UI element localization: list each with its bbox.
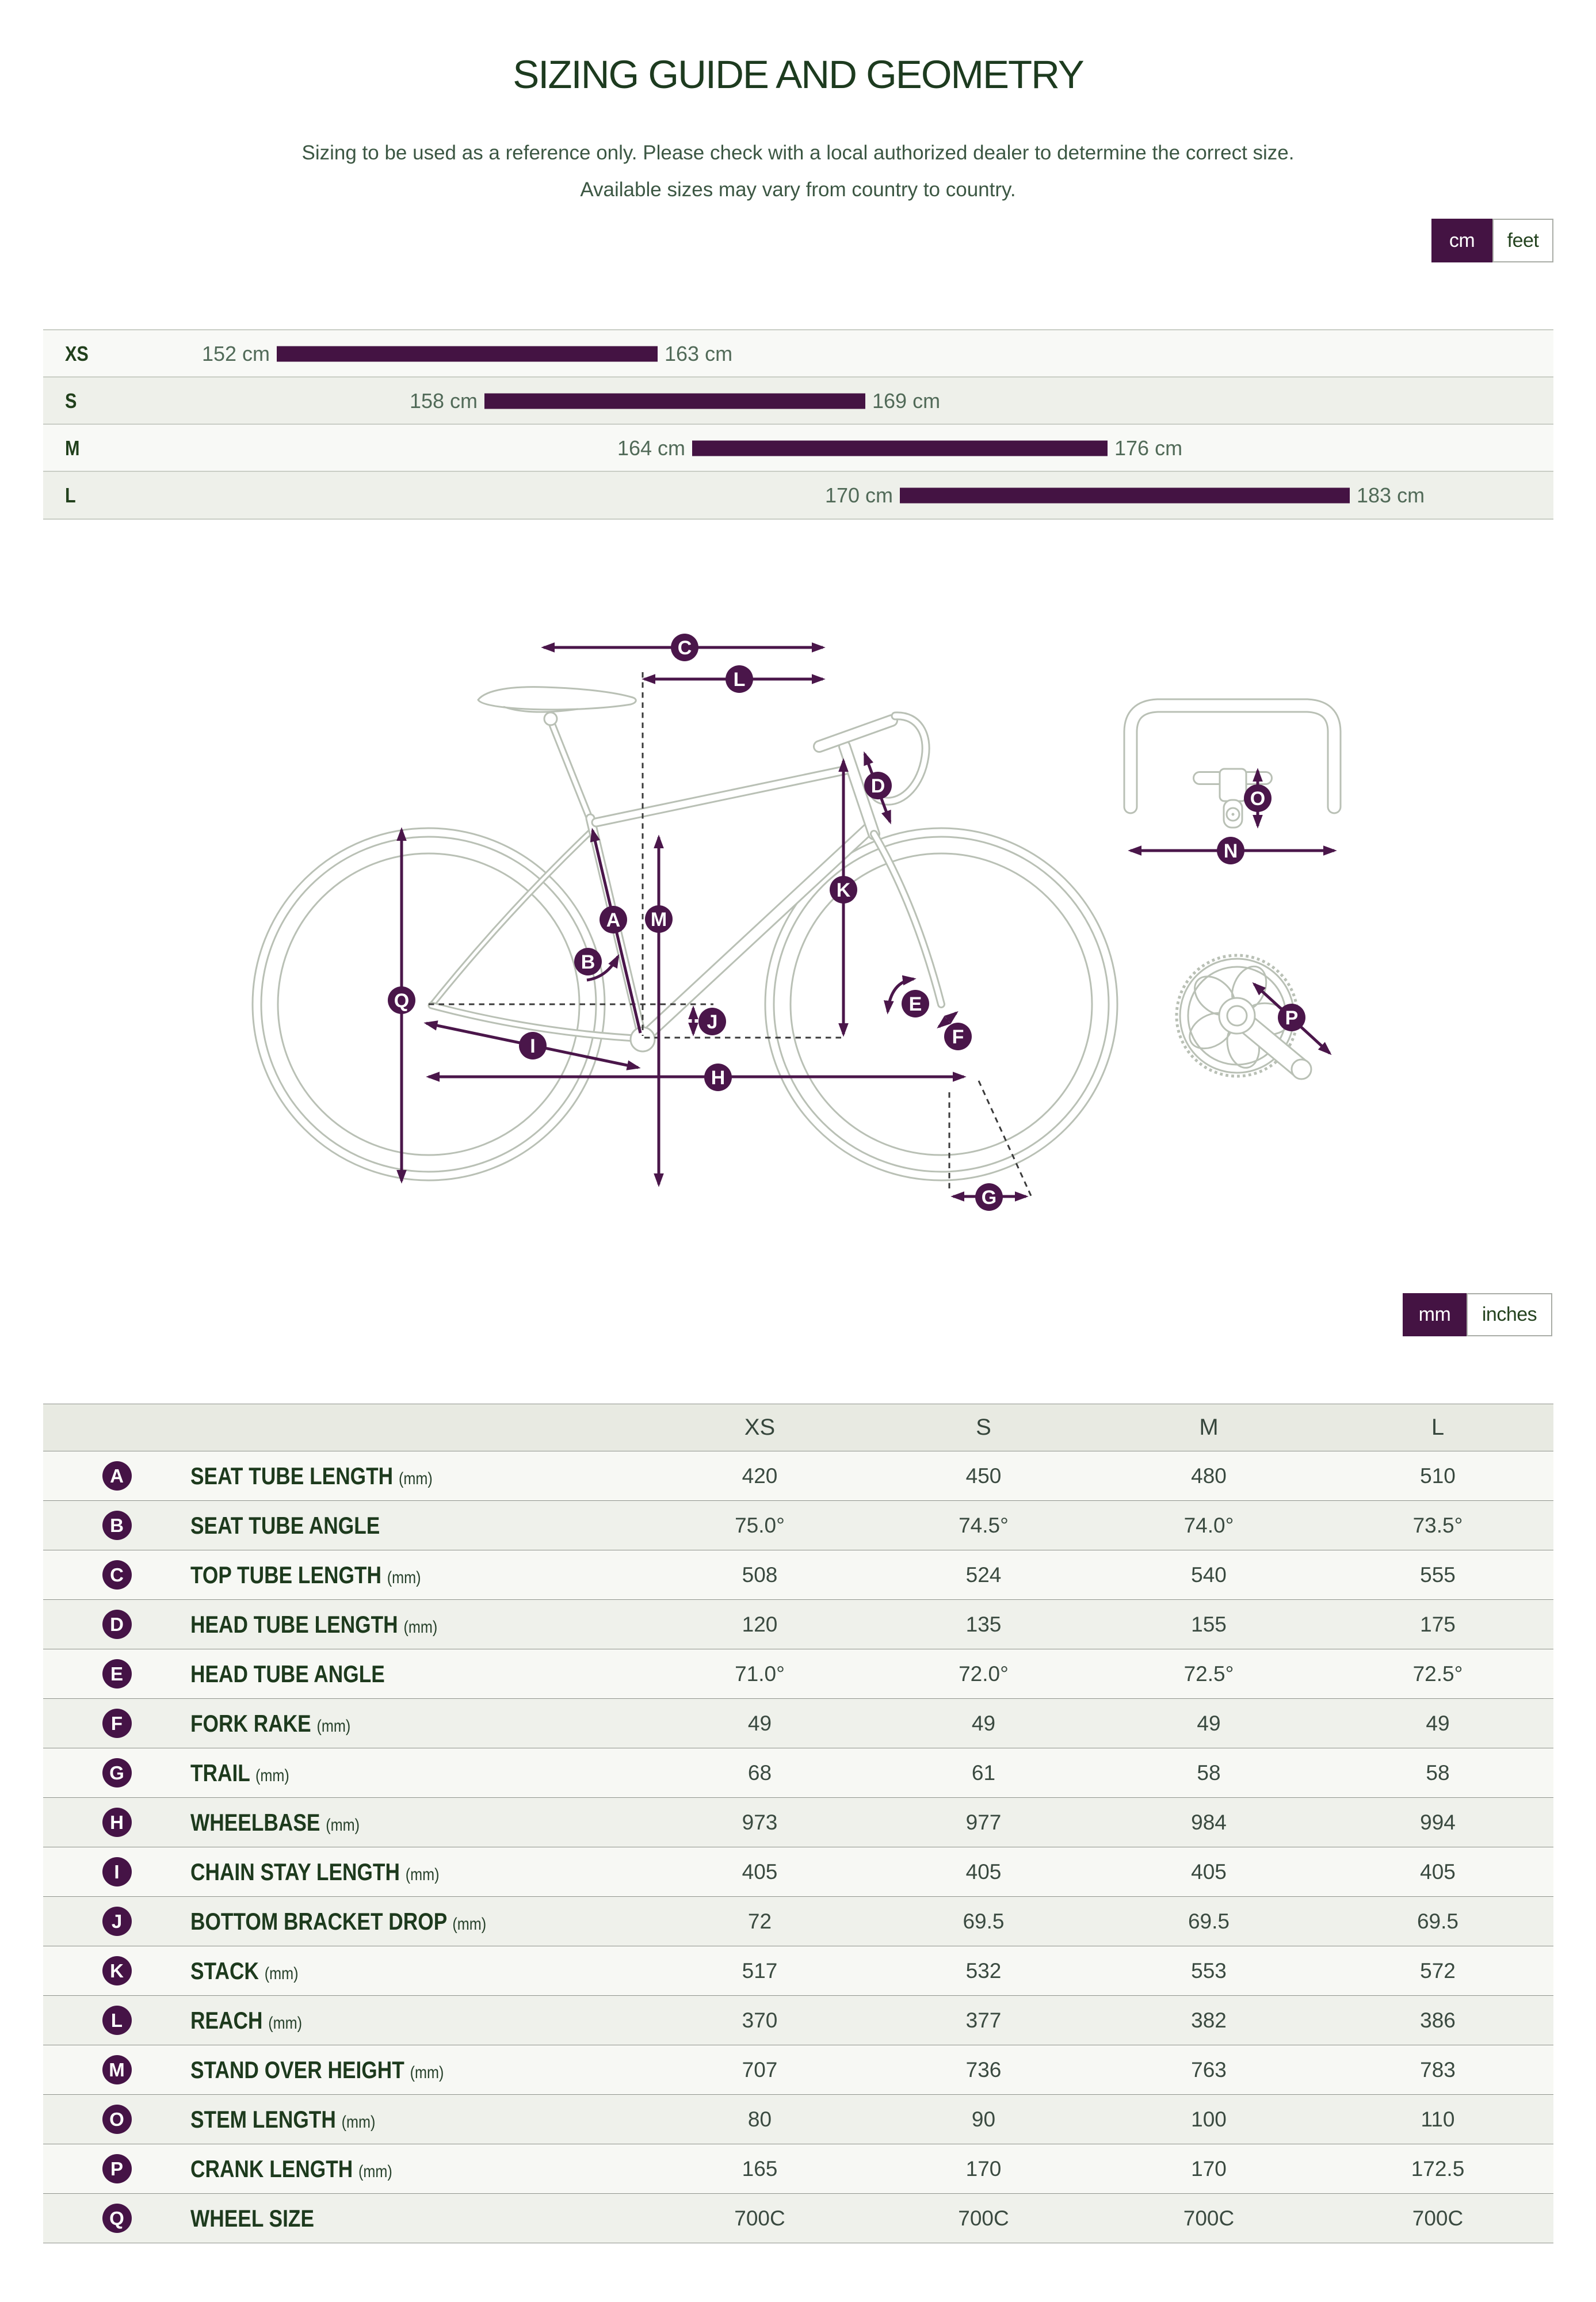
svg-text:P: P — [1285, 1007, 1299, 1029]
svg-text:A: A — [606, 909, 621, 931]
svg-text:F: F — [952, 1026, 964, 1048]
svg-text:Q: Q — [394, 990, 409, 1012]
svg-text:I: I — [530, 1035, 535, 1057]
svg-text:C: C — [678, 637, 692, 659]
svg-text:O: O — [1250, 788, 1265, 810]
svg-text:N: N — [1224, 840, 1238, 862]
svg-text:E: E — [909, 993, 922, 1015]
svg-text:H: H — [711, 1067, 726, 1089]
svg-text:M: M — [651, 909, 667, 931]
svg-text:J: J — [707, 1011, 718, 1033]
svg-text:B: B — [581, 951, 595, 973]
svg-text:G: G — [982, 1187, 996, 1209]
svg-text:D: D — [871, 775, 885, 797]
svg-text:K: K — [837, 879, 851, 901]
svg-text:L: L — [734, 669, 746, 691]
